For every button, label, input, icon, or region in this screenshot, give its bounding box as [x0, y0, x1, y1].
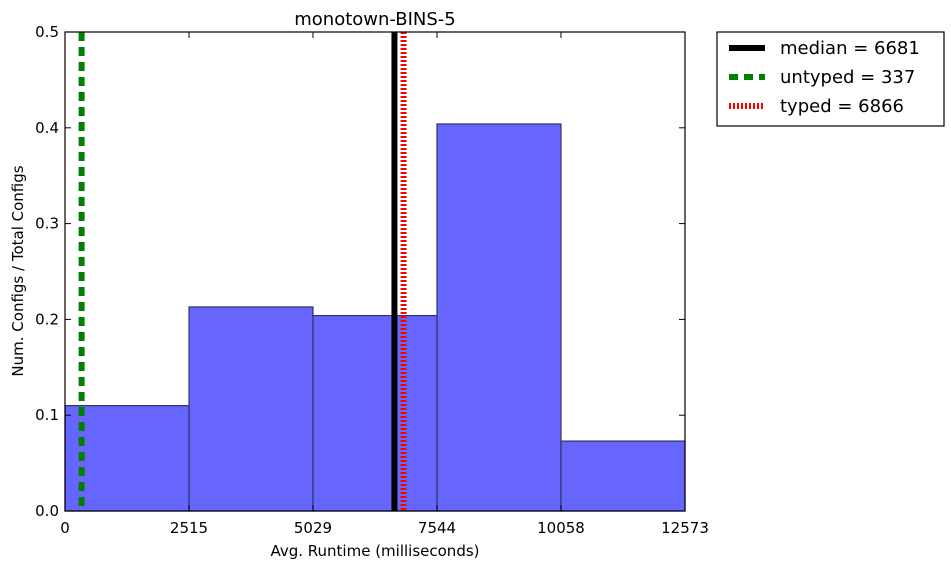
histogram-bar-1: [64, 405, 190, 512]
y-axis-ticks: 0.0 0.1 0.2 0.3 0.4 0.5: [35, 23, 685, 520]
y-tick-label: 0.5: [35, 23, 59, 41]
legend-label-3: typed = 6866: [780, 96, 904, 117]
x-tick-label: 7544: [418, 519, 456, 537]
legend: median = 6681 untyped = 337 typed = 6866: [716, 31, 945, 127]
y-tick-label: 0.0: [35, 502, 59, 520]
x-axis-ticks: 0 2515 5029 7544 10058 12573: [60, 32, 709, 537]
y-tick-label: 0.3: [35, 215, 59, 233]
x-tick-label: 10058: [537, 519, 585, 537]
y-tick-label: 0.1: [35, 406, 59, 424]
reference-lines: [78, 32, 407, 511]
x-tick-label: 12573: [661, 519, 709, 537]
x-axis-label: Avg. Runtime (milliseconds): [270, 542, 479, 560]
histogram-bar-3: [312, 314, 438, 512]
legend-label-1: median = 6681: [780, 38, 920, 59]
y-tick-label: 0.2: [35, 310, 59, 328]
legend-items: median = 6681 untyped = 337 typed = 6866: [729, 38, 920, 117]
plot-frame: [64, 31, 686, 512]
histogram-bar-5: [560, 440, 686, 512]
histogram-bar-4: [436, 123, 562, 512]
x-tick-label: 2515: [170, 519, 208, 537]
x-tick-label: 5029: [294, 519, 332, 537]
chart-title: monotown-BINS-5: [294, 9, 456, 30]
x-tick-label: 0: [60, 519, 70, 537]
y-axis-label: Num. Configs / Total Configs: [9, 165, 27, 376]
histogram-bar-2: [188, 306, 314, 512]
y-tick-label: 0.4: [35, 119, 59, 137]
bar-group: [64, 123, 686, 512]
legend-label-2: untyped = 337: [780, 67, 915, 88]
